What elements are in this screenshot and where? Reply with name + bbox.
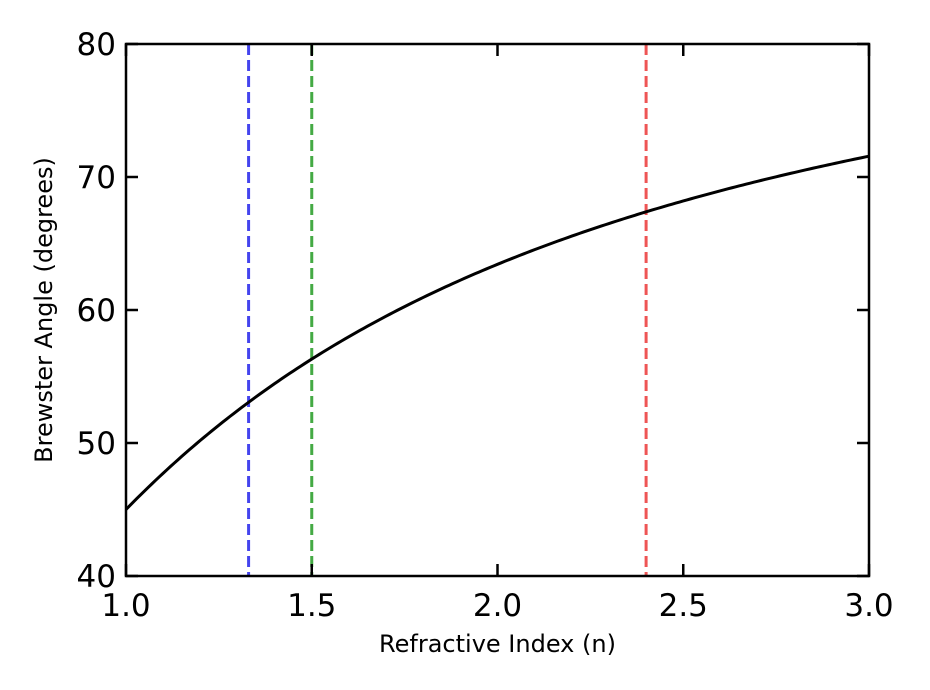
plot-frame xyxy=(124,42,871,578)
series-group xyxy=(124,154,870,511)
y-axis-title: Brewster Angle (degrees) xyxy=(30,157,58,463)
x-axis-title: Refractive Index (n) xyxy=(379,630,616,658)
series-line-1 xyxy=(124,154,870,511)
x-tick-label: 1.0 xyxy=(101,588,150,624)
x-tick-label: 1.5 xyxy=(287,588,336,624)
y-tick-label: 60 xyxy=(77,293,116,329)
x-tick-labels: 1.0 1.5 2.0 2.5 3.0 xyxy=(101,588,893,624)
y-tick-label: 50 xyxy=(77,426,116,462)
reference-lines xyxy=(247,44,648,576)
tick-marks xyxy=(124,42,871,578)
y-tick-label: 40 xyxy=(77,559,116,595)
y-tick-label: 80 xyxy=(77,27,116,63)
x-tick-label: 3.0 xyxy=(844,588,893,624)
x-tick-label: 2.0 xyxy=(473,588,522,624)
y-tick-labels: 40 50 60 70 80 xyxy=(77,27,116,595)
y-tick-label: 70 xyxy=(77,160,116,196)
x-tick-label: 2.5 xyxy=(659,588,708,624)
axes xyxy=(124,42,871,578)
